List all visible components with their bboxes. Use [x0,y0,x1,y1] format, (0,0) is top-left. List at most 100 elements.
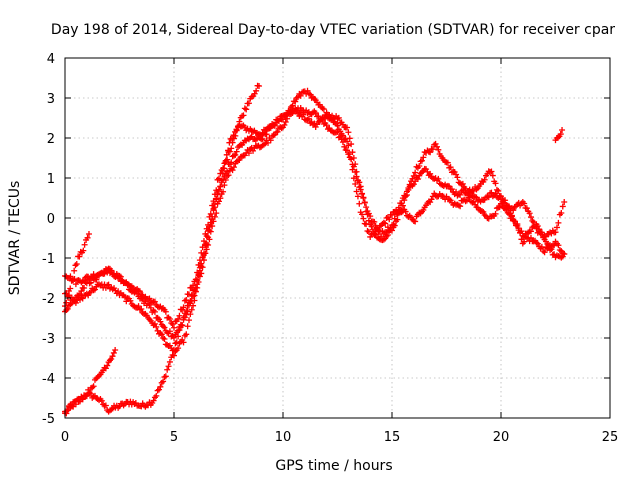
data-point [121,293,128,300]
data-point [71,267,78,274]
series-track-7 [552,127,566,144]
data-point [183,296,190,303]
data-point [232,132,239,139]
data-point [410,172,417,179]
data-point [459,180,466,187]
data-point [207,228,214,235]
data-point [492,190,499,197]
y-tick-label: -3 [42,332,55,347]
data-point [175,316,182,323]
data-point [344,124,351,131]
data-point [493,186,500,193]
data-point [188,297,195,304]
data-point [210,205,217,212]
data-point [79,295,86,302]
data-point [84,234,91,241]
data-point [250,147,257,154]
data-point [334,128,341,135]
data-point [73,261,80,268]
data-point [488,168,495,175]
data-point [526,210,533,217]
data-point [352,169,359,176]
data-point [76,253,83,260]
data-point [253,87,260,94]
data-point [87,279,94,286]
data-point [220,188,227,195]
data-point [405,185,412,192]
data-point [205,227,212,234]
data-point [72,281,79,288]
data-point [418,157,425,164]
data-point [176,312,183,319]
data-point [389,212,395,219]
data-point [229,139,236,146]
data-point [263,131,270,138]
data-point [319,116,326,123]
data-point [173,339,180,346]
data-point [280,116,286,123]
data-point [209,202,216,209]
chart-title: Day 198 of 2014, Sidereal Day-to-day VTE… [51,22,615,38]
data-point [382,220,389,227]
data-point [444,159,451,166]
data-point [527,228,534,235]
data-point [481,176,488,183]
data-point [271,122,278,129]
data-point [169,321,176,328]
data-point [233,127,240,134]
data-point [224,156,231,163]
data-point [492,210,499,217]
data-point [166,328,173,335]
series-track-2 [62,82,263,331]
data-point [90,383,97,390]
data-point [209,223,216,230]
data-point [171,334,177,341]
data-point [399,202,406,209]
data-point [83,393,90,400]
data-point [213,187,220,194]
data-point [435,175,442,182]
data-point [207,219,214,226]
data-point [403,192,410,199]
data-point [93,276,100,283]
data-point [215,175,222,182]
data-point [79,396,86,403]
data-point [64,305,71,312]
data-point [105,281,112,288]
data-point [350,154,357,161]
data-point [67,273,74,280]
data-point [175,327,182,334]
series-track-4 [62,104,568,341]
data-point [69,276,76,283]
data-point [217,170,224,177]
data-point [217,195,224,202]
plot-frame [64,57,611,419]
data-point [78,288,85,295]
data-point [536,226,543,233]
data-point [315,113,322,120]
data-point [156,386,163,393]
axis-ticks: 0 5 10 15 20 25 -5 -4 -3 -2 -1 0 1 2 3 4 [42,52,618,445]
data-point [164,366,171,373]
data-point [235,123,242,130]
data-point [406,181,413,188]
data-point [229,167,236,174]
data-point [429,146,436,153]
data-point [138,306,145,312]
data-point [240,112,247,119]
data-point [457,191,464,198]
data-point [151,308,158,315]
data-point [349,149,356,156]
y-tick-label: 3 [47,92,55,107]
data-point [376,228,383,235]
data-point [215,187,222,194]
data-point [339,139,346,146]
data-point [98,397,105,404]
data-point [557,131,564,138]
y-tick-label: 0 [47,212,55,227]
y-tick-label: -2 [42,292,55,307]
x-tick-label: 0 [61,430,69,445]
data-point [553,224,560,231]
data-point [294,94,301,101]
